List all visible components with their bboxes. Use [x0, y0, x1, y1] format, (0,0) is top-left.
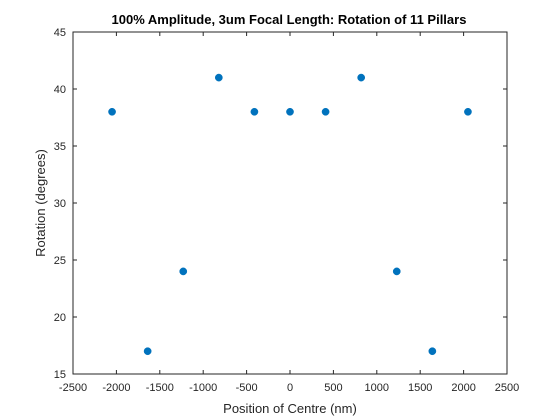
- data-point: [179, 267, 188, 276]
- x-tick-label: -1500: [146, 382, 174, 394]
- x-axis-ticks: -2500 -2000 -1500 -1000 -500 0 500 1000 1500 2000…: [59, 32, 519, 394]
- data-point: [214, 73, 223, 82]
- x-axis-label: Position of Centre (nm): [223, 401, 357, 416]
- x-tick-label: 0: [287, 382, 293, 394]
- data-point: [143, 347, 152, 356]
- data-point: [464, 107, 472, 116]
- y-tick-label: 40: [54, 84, 66, 96]
- x-tick-label: -1000: [189, 382, 217, 394]
- data-point: [428, 347, 437, 356]
- y-axis-ticks: 15 20 25 30 35 40 45: [54, 27, 507, 381]
- y-tick-label: 30: [54, 198, 66, 210]
- data-point: [321, 107, 330, 116]
- x-tick-label: -2500: [59, 382, 87, 394]
- y-axis-label: Rotation (degrees): [33, 149, 48, 257]
- y-tick-label: 25: [54, 255, 66, 267]
- y-tick-label: 20: [54, 312, 66, 324]
- data-points: [108, 73, 472, 356]
- y-tick-label: 15: [54, 369, 66, 381]
- chart-title: 100% Amplitude, 3um Focal Length: Rotati…: [112, 12, 467, 27]
- data-point: [286, 107, 294, 116]
- data-point: [250, 107, 259, 116]
- x-tick-label: -2000: [102, 382, 130, 394]
- data-point: [392, 267, 401, 276]
- x-tick-label: 2500: [495, 382, 519, 394]
- x-tick-label: 1500: [408, 382, 432, 394]
- x-tick-label: -500: [236, 382, 258, 394]
- plot-area-frame: [72, 31, 508, 375]
- data-point: [357, 73, 366, 82]
- x-tick-label: 1000: [365, 382, 389, 394]
- y-tick-label: 45: [54, 27, 66, 39]
- x-tick-label: 500: [324, 382, 342, 394]
- y-tick-label: 35: [54, 141, 66, 153]
- x-tick-label: 2000: [451, 382, 475, 394]
- data-point: [108, 107, 116, 116]
